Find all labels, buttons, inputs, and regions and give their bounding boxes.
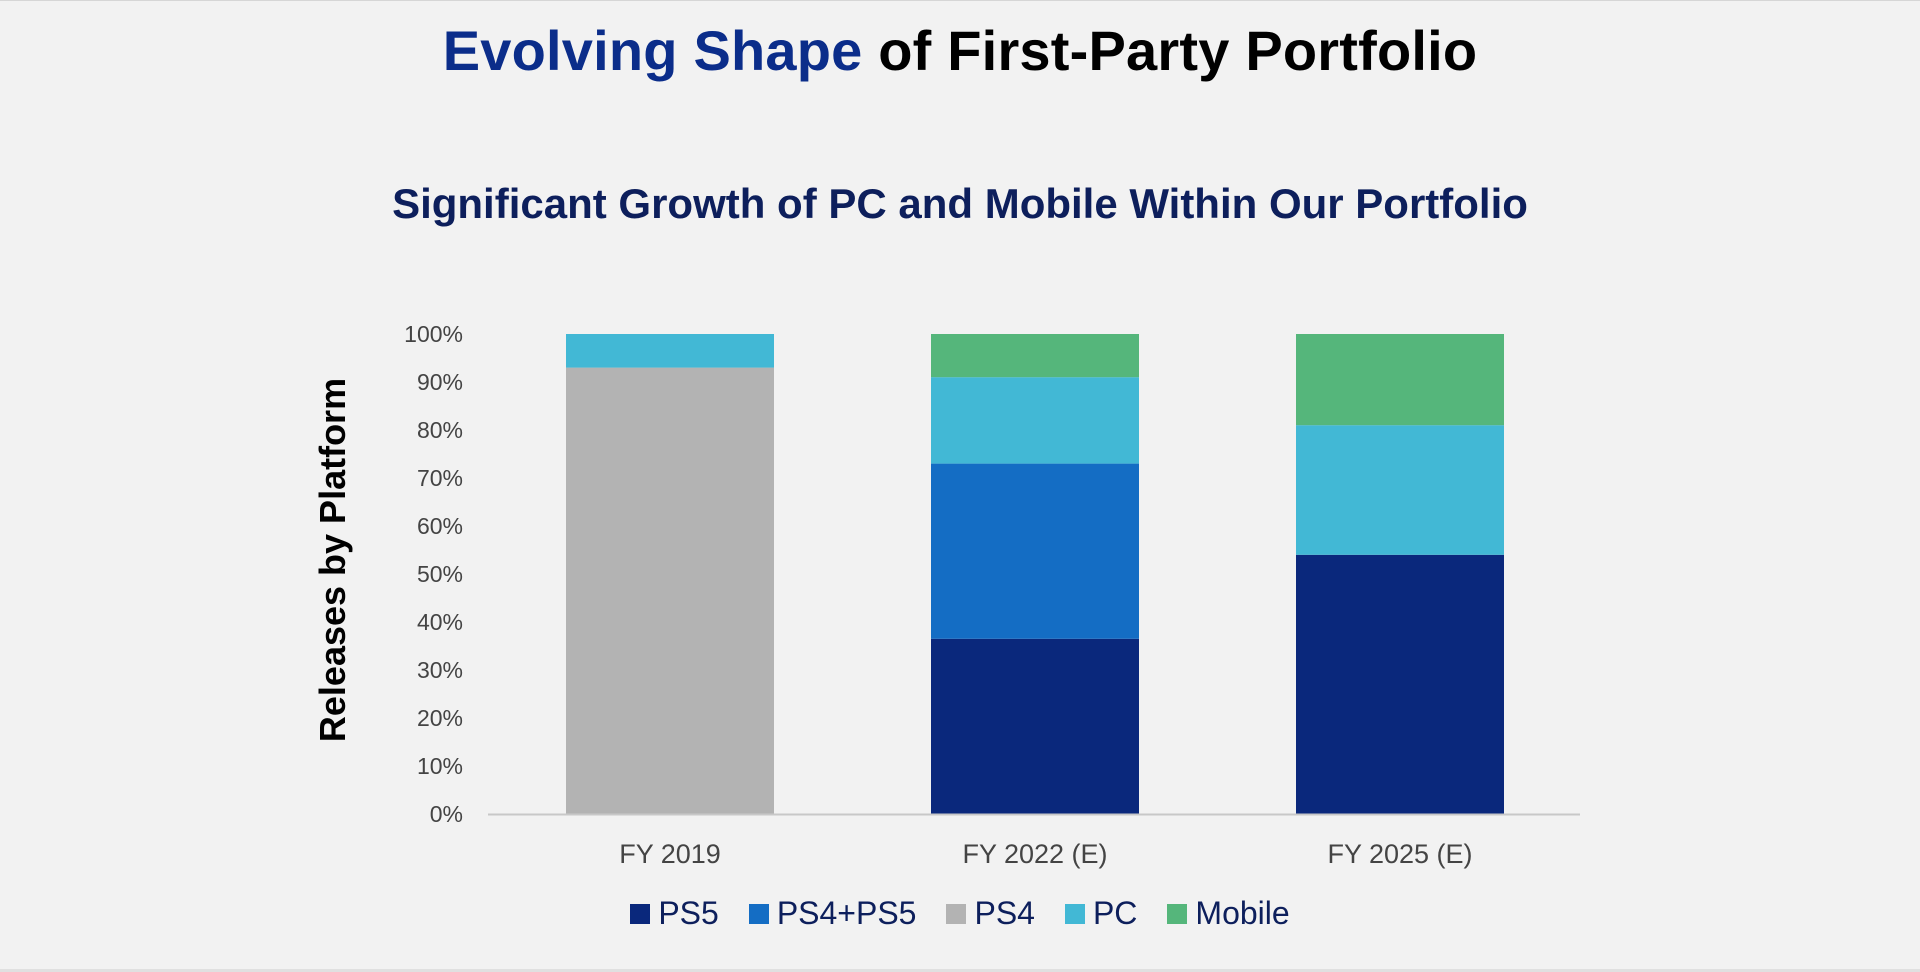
y-tick-label: 20% bbox=[417, 705, 463, 731]
y-tick-label: 90% bbox=[417, 369, 463, 395]
legend-item: Mobile bbox=[1167, 895, 1290, 932]
chart-legend: PS5 PS4+PS5 PS4 PC Mobile bbox=[0, 895, 1920, 932]
legend-item: PS5 bbox=[630, 895, 719, 932]
legend-swatch bbox=[1167, 903, 1188, 924]
bottom-divider bbox=[0, 969, 1920, 972]
legend-label: PS4+PS5 bbox=[776, 895, 917, 931]
legend-swatch bbox=[748, 903, 769, 924]
legend-label: PS5 bbox=[658, 895, 719, 931]
bar-segment-pc bbox=[931, 377, 1139, 464]
x-category-label: FY 2025 (E) bbox=[1327, 839, 1472, 869]
legend-swatch bbox=[946, 903, 967, 924]
bar-segment-ps4-ps5 bbox=[931, 463, 1139, 639]
chart-title: Significant Growth of PC and Mobile With… bbox=[392, 180, 1528, 227]
legend-label: Mobile bbox=[1195, 895, 1290, 931]
legend-item: PS4+PS5 bbox=[748, 895, 917, 932]
y-tick-label: 50% bbox=[417, 561, 463, 587]
top-divider bbox=[0, 0, 1920, 1]
bar-segment-pc bbox=[1296, 425, 1504, 555]
y-tick-label: 0% bbox=[430, 801, 463, 827]
y-tick-label: 10% bbox=[417, 753, 463, 779]
bar-segment-ps5 bbox=[931, 638, 1139, 814]
bar-segment-mobile bbox=[1296, 334, 1504, 426]
legend-item: PC bbox=[1064, 895, 1138, 932]
bar-segment-pc bbox=[566, 334, 774, 368]
bar-segment-ps4 bbox=[566, 367, 774, 814]
y-tick-label: 100% bbox=[404, 321, 463, 347]
bar-segment-mobile bbox=[931, 334, 1139, 378]
y-tick-label: 60% bbox=[417, 513, 463, 539]
slide-title-rest: of First-Party Portfolio bbox=[862, 19, 1478, 82]
y-tick-label: 30% bbox=[417, 657, 463, 683]
y-tick-label: 70% bbox=[417, 465, 463, 491]
slide-title-accent: Evolving Shape bbox=[442, 19, 863, 82]
x-category-label: FY 2022 (E) bbox=[962, 839, 1107, 869]
legend-label: PS4 bbox=[974, 895, 1035, 931]
slide-title: Evolving Shape of First-Party Portfolio bbox=[0, 18, 1920, 83]
y-tick-label: 80% bbox=[417, 417, 463, 443]
x-category-label: FY 2019 bbox=[619, 839, 721, 869]
legend-swatch bbox=[1064, 903, 1085, 924]
y-tick-label: 40% bbox=[417, 609, 463, 635]
bar-segment-ps5 bbox=[1296, 554, 1504, 814]
legend-swatch bbox=[630, 903, 651, 924]
legend-item: PS4 bbox=[946, 895, 1035, 932]
legend-label: PC bbox=[1092, 895, 1138, 931]
